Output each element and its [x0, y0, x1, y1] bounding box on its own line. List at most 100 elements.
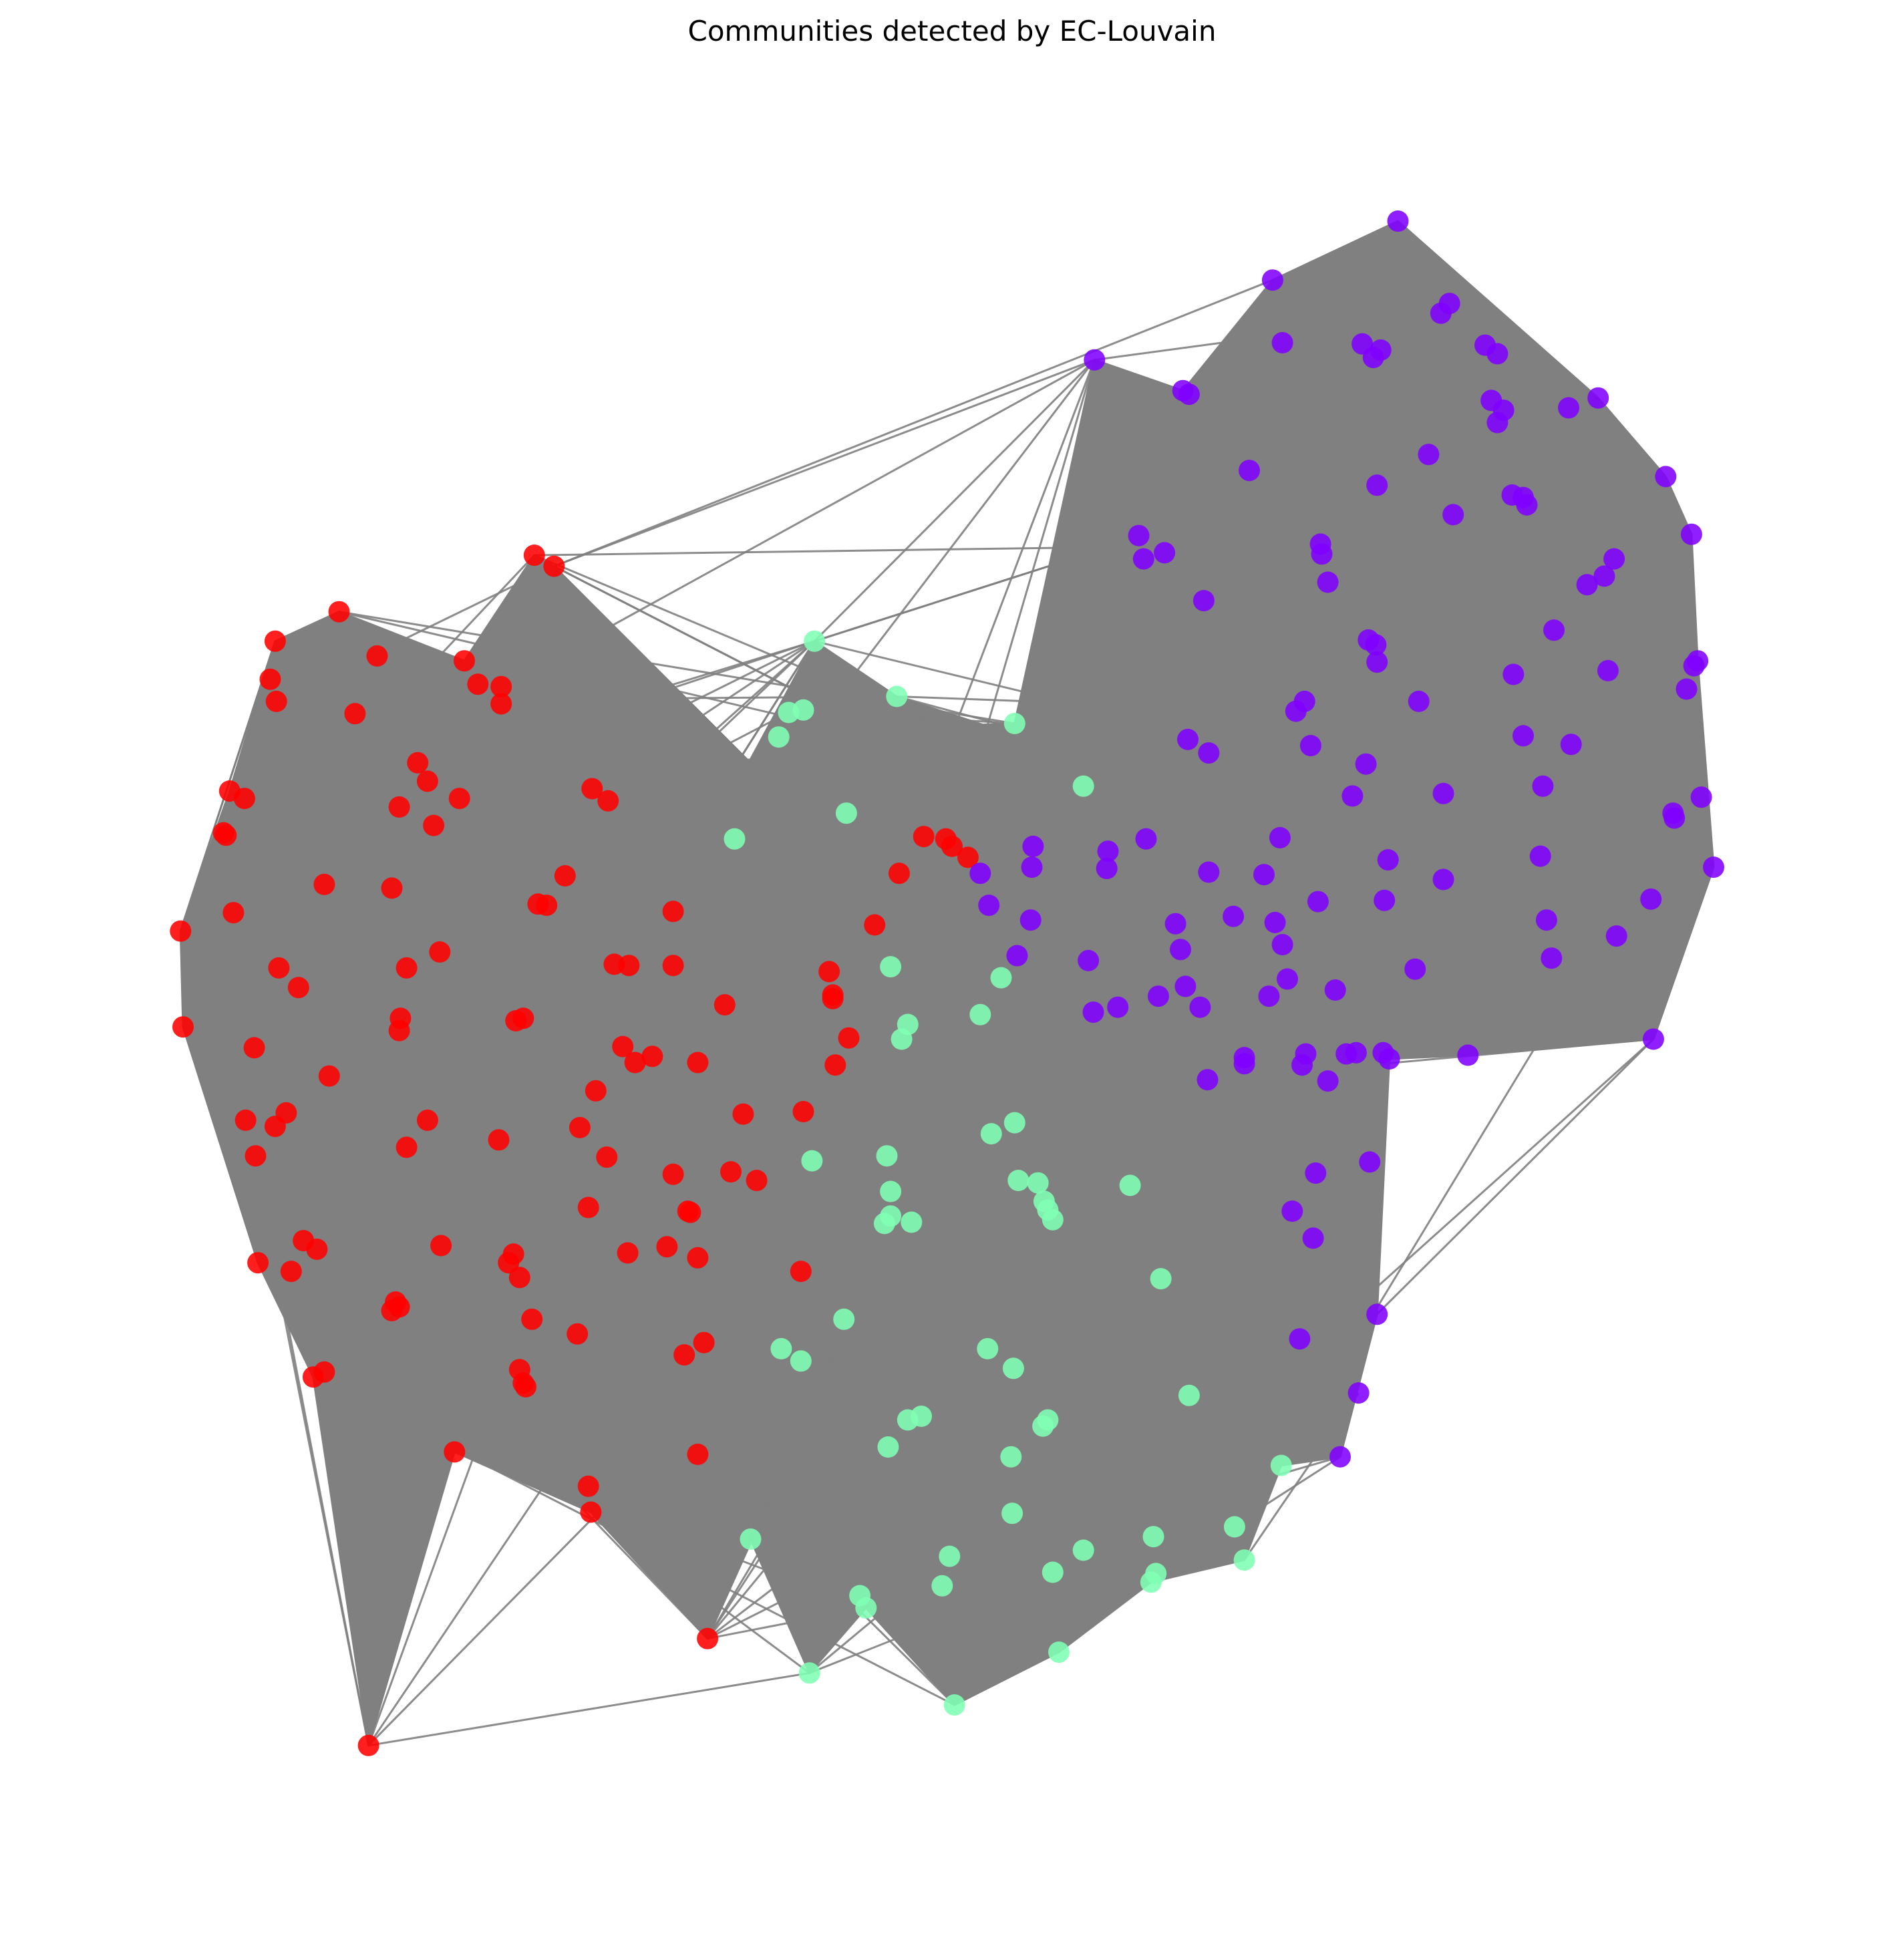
graph-edge: [498, 1139, 709, 1639]
node-purple-34: [1593, 565, 1615, 587]
graph-edge: [1372, 220, 1399, 358]
graph-edge: [323, 655, 378, 1372]
graph-edge: [276, 565, 554, 703]
node-purple-78: [1307, 891, 1329, 913]
graph-edge: [1249, 469, 1692, 536]
graph-edge: [367, 1046, 624, 1746]
node-red-31: [429, 941, 451, 963]
graph-edge: [399, 722, 1015, 808]
node-red-72: [679, 1201, 701, 1223]
graph-edge: [1187, 738, 1714, 868]
node-red-66: [245, 1145, 267, 1167]
node-red-48: [838, 1027, 860, 1049]
node-green-33: [1002, 1357, 1024, 1380]
node-red-57: [732, 1103, 754, 1125]
node-red-78: [617, 1242, 639, 1264]
graph-edge: [750, 1172, 1317, 1541]
graph-edge: [338, 611, 989, 907]
graph-edge: [394, 1301, 456, 1452]
graph-edge: [590, 1221, 913, 1513]
graph-edge: [182, 713, 356, 1027]
graph-edge: [1490, 399, 1692, 536]
node-purple-112: [1302, 1227, 1324, 1249]
graph-edge: [323, 965, 674, 1373]
node-red-74: [306, 1239, 328, 1260]
graph-edge: [1388, 534, 1693, 1060]
node-red-96: [313, 1361, 335, 1383]
node-purple-39: [1365, 634, 1387, 656]
node-red-103: [913, 826, 935, 848]
graph-edge: [323, 951, 441, 1373]
node-purple-64: [1269, 827, 1291, 848]
node-green-43: [740, 1528, 762, 1550]
node-red-98: [687, 1444, 709, 1465]
graph-edge: [1466, 476, 1667, 1056]
node-purple-40: [1366, 651, 1388, 673]
node-green-44: [1142, 1526, 1164, 1548]
graph-edge: [391, 888, 456, 1452]
graph-edge: [590, 872, 901, 1513]
node-green-27: [873, 1213, 895, 1235]
node-purple-60: [1663, 807, 1686, 829]
graph-edge: [591, 640, 815, 790]
graph-edge: [274, 640, 636, 1064]
node-purple-67: [1096, 858, 1118, 879]
graph-edge: [338, 611, 401, 1031]
node-purple-24: [1513, 486, 1534, 508]
node-purple-19: [1239, 460, 1260, 482]
node-purple-42: [1683, 655, 1705, 677]
graph-edge: [1327, 533, 1693, 1082]
graph-edge: [416, 554, 536, 764]
graph-edge: [1361, 343, 1715, 868]
node-red-37: [287, 977, 309, 999]
graph-edge: [367, 1307, 401, 1746]
node-red-65: [596, 1146, 618, 1168]
graph-edge: [953, 1348, 989, 1706]
graph-edge: [182, 1025, 653, 1058]
node-purple-114: [1289, 1328, 1311, 1350]
node-red-15: [233, 788, 255, 810]
graph-edge: [500, 359, 1096, 688]
graph-edge: [182, 1025, 844, 1321]
graph-edge: [553, 279, 1273, 567]
node-purple-0: [1387, 210, 1409, 232]
graph-edge: [808, 919, 1032, 1673]
graph-edge: [1016, 955, 1246, 1561]
graph-edge: [553, 359, 1095, 568]
graph-edge: [338, 611, 478, 685]
graph-edge: [1397, 220, 1715, 868]
graph-edge: [1567, 408, 1715, 868]
graph-edge: [339, 611, 1084, 788]
graph-edge: [1203, 475, 1666, 602]
graph-edge: [537, 640, 816, 905]
graph-edge: [895, 695, 1162, 1279]
node-purple-25: [1442, 504, 1464, 526]
graph-edge: [813, 641, 981, 1015]
node-red-20: [423, 814, 445, 836]
graph-edge: [275, 640, 1032, 868]
node-purple-108: [1197, 1069, 1219, 1091]
graph-edge: [338, 611, 460, 800]
node-green-9: [880, 956, 902, 978]
graph-edge: [589, 1004, 726, 1512]
node-purple-9: [1486, 343, 1509, 365]
node-purple-68: [1198, 861, 1220, 883]
graph-edge: [898, 723, 1015, 874]
node-red-84: [508, 1267, 530, 1289]
graph-edge: [432, 825, 456, 1452]
graph-edge: [884, 1223, 1341, 1458]
graph-edge: [406, 695, 898, 969]
graph-edge: [328, 640, 816, 1077]
node-red-51: [624, 1052, 646, 1074]
graph-edge: [859, 1456, 1341, 1597]
graph-edge: [814, 359, 1096, 642]
graph-edge: [1397, 220, 1444, 880]
node-red-101: [697, 1627, 719, 1649]
graph-edge: [1188, 220, 1399, 395]
graph-edge: [275, 640, 736, 840]
node-purple-13: [1587, 387, 1609, 409]
node-green-30: [977, 1337, 999, 1359]
graph-edge: [454, 1359, 802, 1453]
node-green-48: [939, 1545, 961, 1567]
